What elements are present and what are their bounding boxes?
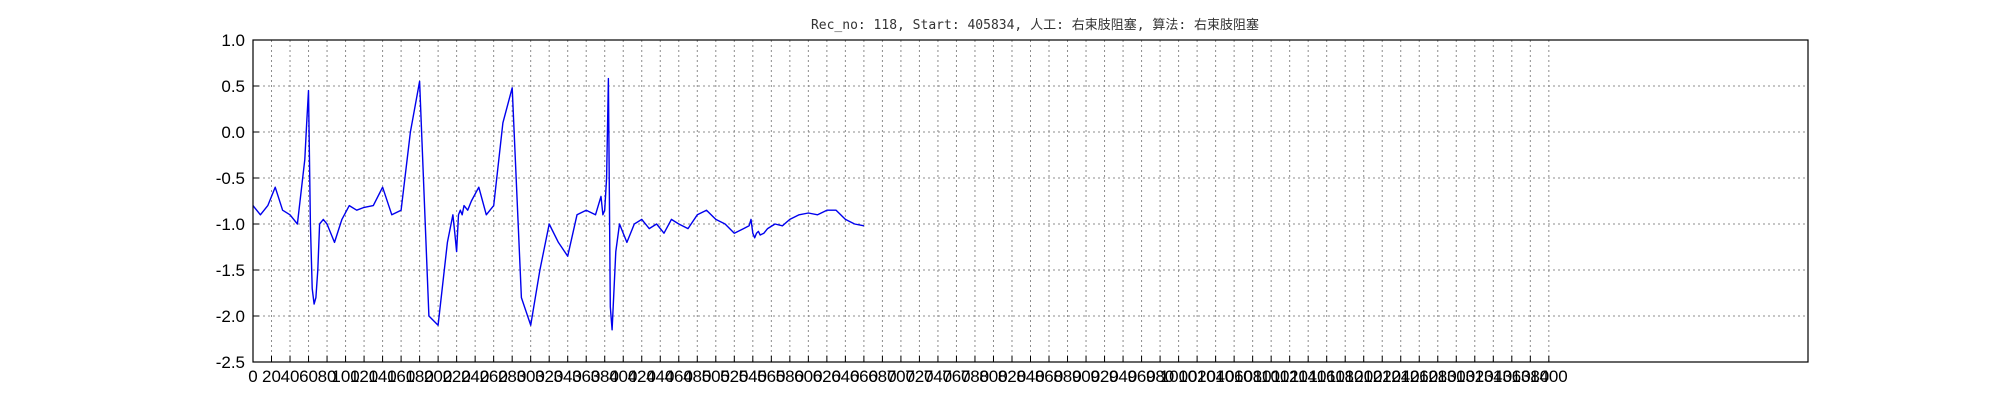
x-tick-label: 1320 bbox=[1456, 367, 1494, 386]
x-tick-label: 0 bbox=[248, 367, 257, 386]
x-tick-label: 80 bbox=[318, 367, 337, 386]
x-tick-label: 1180 bbox=[1327, 367, 1364, 386]
x-tick-label: 180 bbox=[405, 367, 433, 386]
x-tick-label: 360 bbox=[572, 367, 600, 386]
x-axis: 0 20 40 60 801001201401601802002202402602803… bbox=[248, 356, 1568, 386]
x-tick-label: 1280 bbox=[1419, 367, 1457, 386]
x-tick-label: 160 bbox=[387, 367, 415, 386]
x-tick-label: 460 bbox=[665, 367, 693, 386]
y-tick-label: 0.0 bbox=[221, 123, 245, 142]
y-tick-label: 0.5 bbox=[221, 77, 245, 96]
grid-layer bbox=[252, 39, 1808, 363]
x-tick-label: 900 bbox=[1072, 367, 1100, 386]
x-tick-label: 480 bbox=[683, 367, 711, 386]
x-tick-label: 700 bbox=[887, 367, 915, 386]
x-tick-label: 940 bbox=[1109, 367, 1137, 386]
x-tick-label: 240 bbox=[461, 367, 489, 386]
x-tick-label: 1000 bbox=[1160, 367, 1198, 386]
y-tick-label: -1.5 bbox=[216, 261, 245, 280]
x-tick-label: 660 bbox=[850, 367, 878, 386]
x-tick-label: 1220 bbox=[1363, 367, 1401, 386]
x-tick-label: 540 bbox=[739, 367, 767, 386]
chart-title: Rec_no: 118, Start: 405834, 人工: 右束肢阻塞, 算… bbox=[811, 17, 1259, 33]
x-tick-label: 100 bbox=[331, 367, 359, 386]
x-tick-label: 780 bbox=[961, 367, 989, 386]
x-tick-label: 580 bbox=[776, 367, 804, 386]
y-tick-label: -2.5 bbox=[216, 353, 245, 372]
x-tick-label: 860 bbox=[1035, 367, 1063, 386]
x-tick-label: 1060 bbox=[1215, 367, 1253, 386]
x-tick-label: 600 bbox=[794, 367, 822, 386]
x-tick-label: 560 bbox=[757, 367, 785, 386]
x-tick-label: 440 bbox=[646, 367, 674, 386]
x-tick-label: 640 bbox=[831, 367, 859, 386]
x-tick-label: 820 bbox=[998, 367, 1026, 386]
x-tick-label: 20 bbox=[262, 367, 281, 386]
x-tick-label: 680 bbox=[868, 367, 896, 386]
x-tick-label: 40 bbox=[281, 367, 300, 386]
x-tick-label: 1340 bbox=[1474, 367, 1512, 386]
x-tick-label: 200 bbox=[424, 367, 452, 386]
x-tick-label: 1200 bbox=[1345, 367, 1383, 386]
x-tick-label: 1300 bbox=[1437, 367, 1475, 386]
y-tick-label: -1.0 bbox=[216, 215, 245, 234]
x-tick-label: 60 bbox=[299, 367, 318, 386]
x-tick-label: 1140 bbox=[1290, 367, 1327, 386]
x-tick-label: 520 bbox=[720, 367, 748, 386]
x-tick-label: 1040 bbox=[1197, 367, 1235, 386]
x-tick-label: 320 bbox=[535, 367, 563, 386]
x-tick-label: 920 bbox=[1090, 367, 1118, 386]
x-tick-label: 140 bbox=[368, 367, 396, 386]
x-tick-label: 1360 bbox=[1493, 367, 1531, 386]
x-tick-label: 400 bbox=[609, 367, 637, 386]
x-tick-label: 1240 bbox=[1382, 367, 1420, 386]
x-tick-label: 120 bbox=[350, 367, 378, 386]
x-tick-label: 300 bbox=[516, 367, 544, 386]
x-tick-label: 840 bbox=[1016, 367, 1044, 386]
x-tick-label: 800 bbox=[979, 367, 1007, 386]
x-tick-label: 1020 bbox=[1178, 367, 1216, 386]
series-line-0 bbox=[252, 77, 865, 331]
x-tick-label: 740 bbox=[924, 367, 952, 386]
x-tick-label: 340 bbox=[554, 367, 582, 386]
x-tick-label: 1120 bbox=[1271, 367, 1308, 386]
x-tick-label: 760 bbox=[942, 367, 970, 386]
x-tick-label: 1400 bbox=[1530, 367, 1568, 386]
x-tick-label: 500 bbox=[702, 367, 730, 386]
x-tick-label: 220 bbox=[442, 367, 470, 386]
x-tick-label: 380 bbox=[591, 367, 619, 386]
y-axis: 1.0 0.5 0.0 -0.5 -1.0 -1.5 -2.0 -2.5 bbox=[216, 31, 259, 372]
x-tick-label: 880 bbox=[1053, 367, 1081, 386]
signal-layer bbox=[252, 77, 865, 331]
x-tick-label: 960 bbox=[1127, 367, 1155, 386]
x-tick-label: 280 bbox=[498, 367, 526, 386]
x-tick-label: 1380 bbox=[1511, 367, 1549, 386]
x-tick-label: 720 bbox=[905, 367, 933, 386]
x-tick-label: 1160 bbox=[1308, 367, 1345, 386]
x-tick-label: 1100 bbox=[1253, 367, 1290, 386]
y-tick-label: -2.0 bbox=[216, 307, 245, 326]
x-tick-label: 620 bbox=[813, 367, 841, 386]
x-tick-label: 980 bbox=[1146, 367, 1174, 386]
x-tick-label: 420 bbox=[628, 367, 656, 386]
x-tick-label: 1260 bbox=[1400, 367, 1438, 386]
x-tick-label: 260 bbox=[479, 367, 507, 386]
x-tick-label: 1080 bbox=[1234, 367, 1272, 386]
y-tick-label: -0.5 bbox=[216, 169, 245, 188]
y-tick-label: 1.0 bbox=[221, 31, 245, 50]
